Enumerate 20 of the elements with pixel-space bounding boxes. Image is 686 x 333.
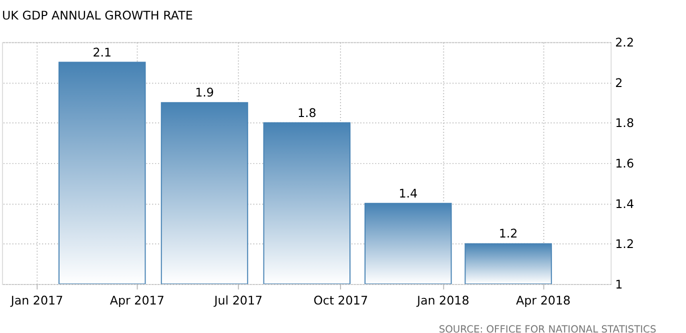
x-tick-label: Apr 2017 (110, 293, 164, 308)
x-tick-label: Jan 2017 (10, 293, 64, 308)
chart-title: UK GDP ANNUAL GROWTH RATE (2, 8, 193, 22)
y-tick-label: 1 (615, 277, 623, 292)
y-tick-label: 2.2 (615, 36, 634, 50)
data-label: 1.2 (498, 226, 518, 241)
y-tick-label: 2 (615, 76, 623, 90)
data-label: 1.4 (398, 186, 418, 200)
y-tick-label: 1.6 (615, 156, 634, 171)
data-label: 1.9 (195, 86, 214, 100)
x-tick-label: Oct 2017 (313, 293, 368, 308)
data-label: 1.8 (297, 106, 316, 120)
y-tick-label: 1.2 (615, 237, 634, 252)
source-note: SOURCE: OFFICE FOR NATIONAL STATISTICS (438, 324, 656, 333)
y-tick-label: 1.8 (615, 116, 634, 130)
x-tick-label: Jan 2018 (416, 293, 470, 308)
x-tick-label: Jul 2017 (213, 293, 263, 308)
x-tick-label: Apr 2018 (516, 293, 571, 308)
y-tick-label: 1.4 (615, 196, 634, 211)
data-label: 2.1 (92, 45, 112, 60)
